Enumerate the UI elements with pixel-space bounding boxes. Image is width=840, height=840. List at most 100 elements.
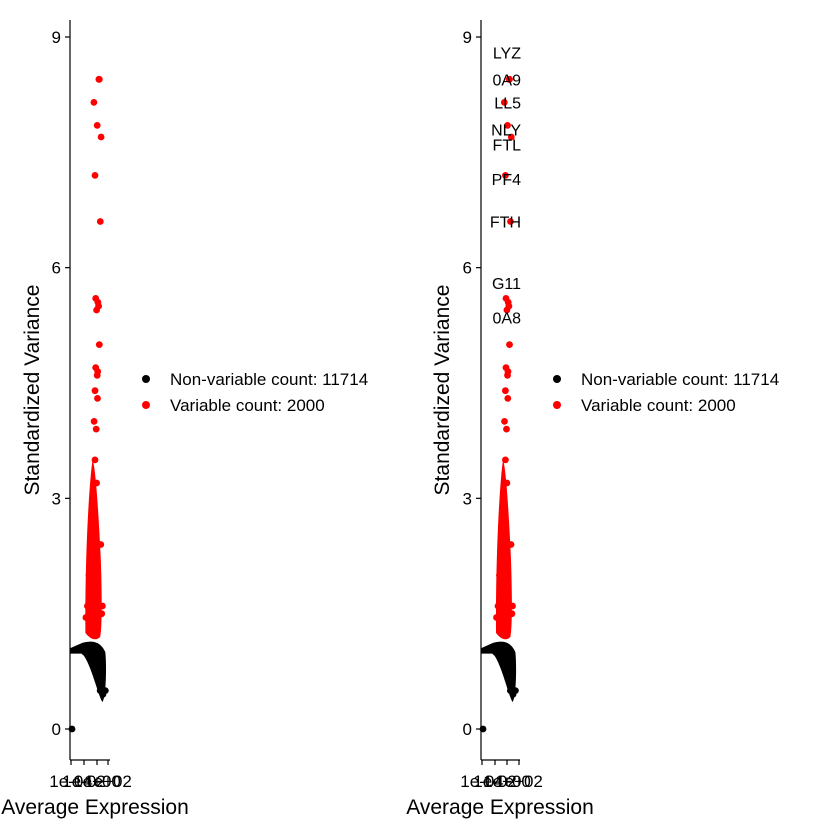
- point-clusters: [481, 459, 517, 703]
- x-tick-label: 1e-02: [62, 772, 105, 791]
- point-non-variable: [101, 687, 109, 694]
- point-non-variable: [89, 656, 96, 664]
- x-axis-title: Average Expression: [406, 796, 594, 819]
- point-variable: [87, 548, 95, 556]
- point-variable: [85, 571, 93, 579]
- non-variable-dense-cloud: [481, 641, 517, 703]
- point-variable: [98, 610, 106, 618]
- point-variable: [507, 218, 514, 225]
- data-points: [479, 75, 519, 733]
- point-clusters: [70, 459, 107, 703]
- y-tick-label: 9: [463, 28, 472, 47]
- point-variable: [94, 395, 101, 402]
- point-non-variable: [512, 687, 519, 694]
- point-non-variable: [91, 664, 99, 671]
- point-variable: [496, 571, 503, 579]
- gene-label: 0A8: [493, 311, 522, 328]
- gene-label: G11: [492, 276, 521, 293]
- point-variable: [502, 456, 509, 464]
- point-variable: [93, 479, 100, 487]
- legend-key-variable: [142, 401, 150, 409]
- legend-key-non-variable: [142, 375, 150, 383]
- point-non-variable: [504, 675, 512, 683]
- point-non-variable: [502, 664, 509, 671]
- variable-dense-cloud: [85, 459, 102, 640]
- gene-label: FTH: [490, 215, 521, 232]
- x-tick-label: 1e-02: [473, 772, 516, 791]
- point-variable: [95, 341, 103, 348]
- point-variable: [92, 425, 100, 433]
- point-variable: [504, 395, 512, 402]
- point-non-variable: [94, 675, 102, 683]
- point-variable: [503, 479, 511, 487]
- point-variable: [94, 368, 102, 375]
- point-variable: [507, 133, 515, 141]
- point-variable: [505, 302, 513, 310]
- point-variable: [500, 99, 508, 106]
- point-variable: [501, 418, 508, 425]
- legend-key-non-variable: [553, 375, 561, 383]
- point-variable: [99, 602, 106, 610]
- point-variable: [97, 541, 105, 548]
- point-variable: [507, 541, 515, 548]
- y-ticks: 0 3 6 9: [463, 28, 481, 739]
- legend-label-non-variable: Non-variable count: 11714: [170, 370, 368, 389]
- non-variable-dense-cloud: [70, 641, 107, 703]
- x-tick-label: 1e+02: [84, 772, 132, 791]
- y-tick-label: 3: [463, 489, 472, 508]
- point-variable: [96, 218, 104, 225]
- point-variable: [91, 172, 99, 179]
- x-tick-label: 1e-04: [460, 772, 503, 791]
- y-tick-label: 9: [52, 28, 61, 47]
- point-variable: [508, 610, 516, 618]
- point-variable: [494, 602, 502, 610]
- y-ticks: 0 3 6 9: [52, 28, 70, 739]
- gene-label: NLY: [491, 122, 521, 139]
- point-variable: [90, 418, 98, 425]
- y-tick-label: 0: [52, 720, 61, 739]
- legend: Non-variable count: 11714 Variable count…: [142, 370, 368, 415]
- y-tick-label: 6: [463, 259, 472, 278]
- gene-label: LL5: [494, 95, 521, 112]
- gene-label: LYZ: [493, 45, 521, 62]
- point-variable: [504, 368, 512, 375]
- y-axis-title: Standardized Variance: [431, 285, 454, 496]
- data-points: [68, 75, 109, 733]
- x-axis-title: Average Expression: [1, 796, 189, 819]
- point-variable: [493, 614, 500, 621]
- point-variable: [503, 425, 510, 433]
- legend: Non-variable count: 11714 Variable count…: [553, 370, 779, 415]
- legend-label-variable: Variable count: 2000: [170, 396, 325, 415]
- legend-key-variable: [553, 401, 561, 409]
- x-tick-label: 1e-04: [49, 772, 92, 791]
- gene-label: 0A9: [493, 72, 522, 89]
- y-tick-label: 0: [463, 720, 472, 739]
- point-variable: [95, 302, 102, 310]
- gene-label: FTL: [493, 138, 522, 155]
- point-variable: [504, 122, 511, 129]
- point-variable: [509, 602, 516, 610]
- point-variable: [93, 122, 101, 129]
- point-variable: [84, 602, 91, 610]
- point-variable: [502, 387, 509, 395]
- y-tick-label: 3: [52, 489, 61, 508]
- gene-label: PF4: [492, 172, 521, 189]
- point-variable: [97, 133, 105, 141]
- point-variable: [506, 75, 513, 83]
- point-variable: [502, 172, 509, 179]
- point-variable: [91, 456, 99, 464]
- point-variable: [506, 341, 513, 348]
- y-axis-title: Standardized Variance: [21, 285, 44, 496]
- variable-dense-cloud: [495, 459, 512, 640]
- legend-label-variable: Variable count: 2000: [581, 396, 736, 415]
- gene-labels: PBPLYZ0A9LL5NLYFTLPF4FTHG110A8: [490, 45, 522, 328]
- x-tick-label: 1e+00: [73, 772, 121, 791]
- point-variable: [91, 387, 99, 395]
- point-variable: [95, 75, 103, 83]
- y-tick-label: 6: [52, 259, 61, 278]
